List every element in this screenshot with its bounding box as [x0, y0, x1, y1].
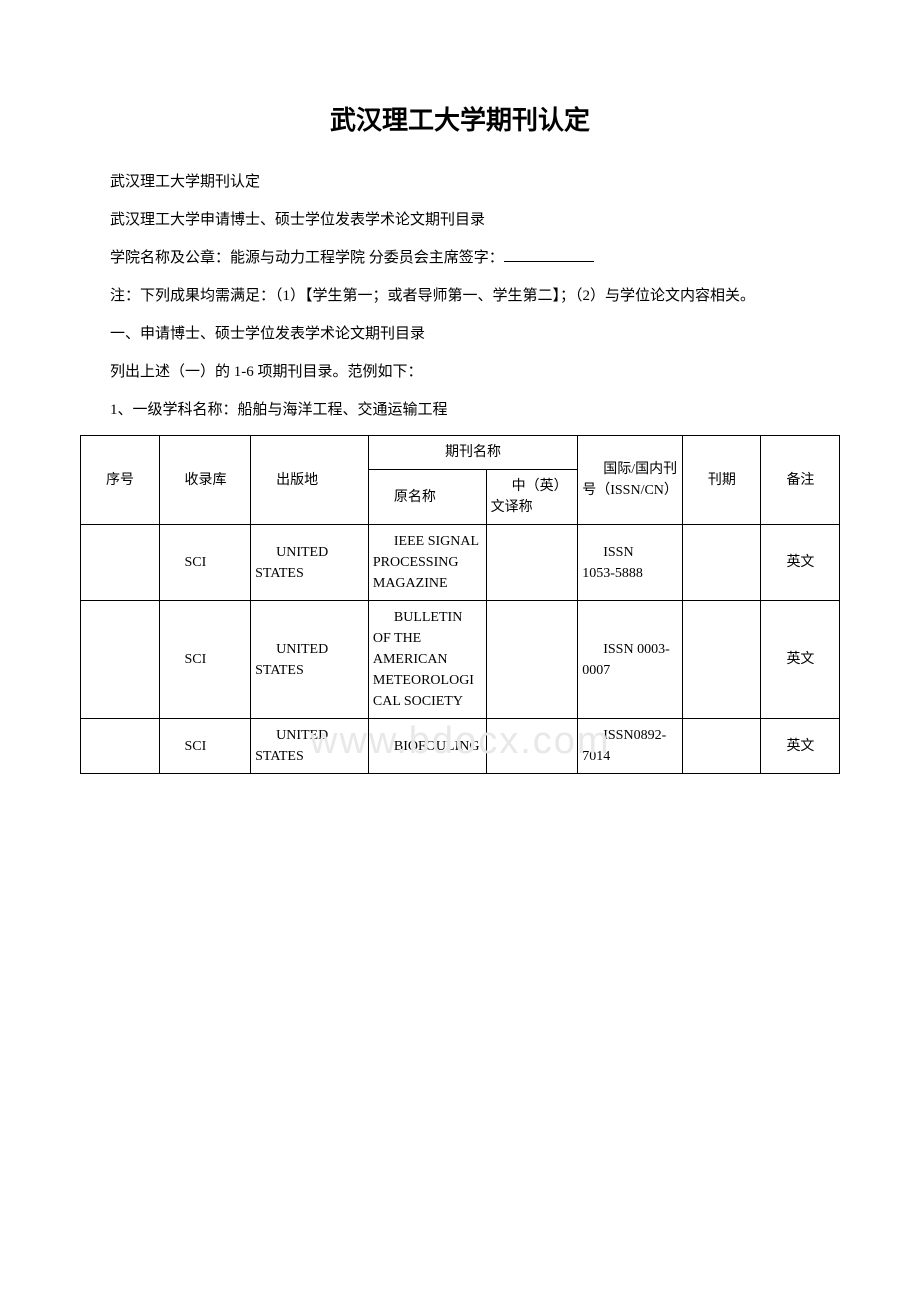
header-orig: 原名称 — [368, 470, 486, 525]
table-row: SCI UNITED STATES IEEE SIGNAL PROCESSING… — [81, 525, 840, 601]
cell-period — [682, 601, 761, 719]
cell-issn: ISSN 0003-0007 — [578, 601, 683, 719]
cell-period — [682, 719, 761, 774]
cell-seq — [81, 601, 160, 719]
paragraph-7: 1、一级学科名称：船舶与海洋工程、交通运输工程 — [80, 395, 840, 425]
cell-pub: UNITED STATES — [251, 525, 369, 601]
cell-issn: ISSN0892-7014 — [578, 719, 683, 774]
para3-text: 学院名称及公章：能源与动力工程学院 分委员会主席签字： — [110, 250, 504, 266]
cell-period — [682, 525, 761, 601]
header-note: 备注 — [761, 436, 840, 525]
table-row: SCI UNITED STATES BULLETIN OF THE AMERIC… — [81, 601, 840, 719]
header-db: 收录库 — [159, 436, 251, 525]
cell-note: 英文 — [761, 525, 840, 601]
table-header-row-1: 序号 收录库 出版地 期刊名称 国际/国内刊号（ISSN/CN） 刊期 备注 — [81, 436, 840, 470]
cell-seq — [81, 525, 160, 601]
cell-seq — [81, 719, 160, 774]
paragraph-3: 学院名称及公章：能源与动力工程学院 分委员会主席签字： — [80, 243, 840, 273]
header-seq: 序号 — [81, 436, 160, 525]
journal-table: 序号 收录库 出版地 期刊名称 国际/国内刊号（ISSN/CN） 刊期 备注 原… — [80, 435, 840, 774]
page-title: 武汉理工大学期刊认定 — [80, 100, 840, 137]
paragraph-4: 注：下列成果均需满足：（1）【学生第一；或者导师第一、学生第二】；（2）与学位论… — [80, 281, 840, 311]
header-trans: 中（英）文译称 — [486, 470, 578, 525]
paragraph-1: 武汉理工大学期刊认定 — [80, 167, 840, 197]
cell-db: SCI — [159, 525, 251, 601]
table-row: SCI UNITED STATES BIOFOULING ISSN0892-70… — [81, 719, 840, 774]
cell-trans — [486, 601, 578, 719]
cell-orig: BIOFOULING — [368, 719, 486, 774]
signature-line — [504, 261, 594, 262]
cell-pub: UNITED STATES — [251, 719, 369, 774]
cell-orig: BULLETIN OF THE AMERICAN METEOROLOGICAL … — [368, 601, 486, 719]
paragraph-5: 一、申请博士、硕士学位发表学术论文期刊目录 — [80, 319, 840, 349]
cell-db: SCI — [159, 601, 251, 719]
paragraph-2: 武汉理工大学申请博士、硕士学位发表学术论文期刊目录 — [80, 205, 840, 235]
header-issn: 国际/国内刊号（ISSN/CN） — [578, 436, 683, 525]
cell-orig: IEEE SIGNAL PROCESSING MAGAZINE — [368, 525, 486, 601]
header-pub: 出版地 — [251, 436, 369, 525]
cell-issn: ISSN 1053-5888 — [578, 525, 683, 601]
cell-db: SCI — [159, 719, 251, 774]
cell-trans — [486, 525, 578, 601]
header-period: 刊期 — [682, 436, 761, 525]
header-journal-name: 期刊名称 — [368, 436, 577, 470]
cell-trans — [486, 719, 578, 774]
cell-note: 英文 — [761, 601, 840, 719]
paragraph-6: 列出上述（一）的 1-6 项期刊目录。范例如下： — [80, 357, 840, 387]
cell-note: 英文 — [761, 719, 840, 774]
cell-pub: UNITED STATES — [251, 601, 369, 719]
